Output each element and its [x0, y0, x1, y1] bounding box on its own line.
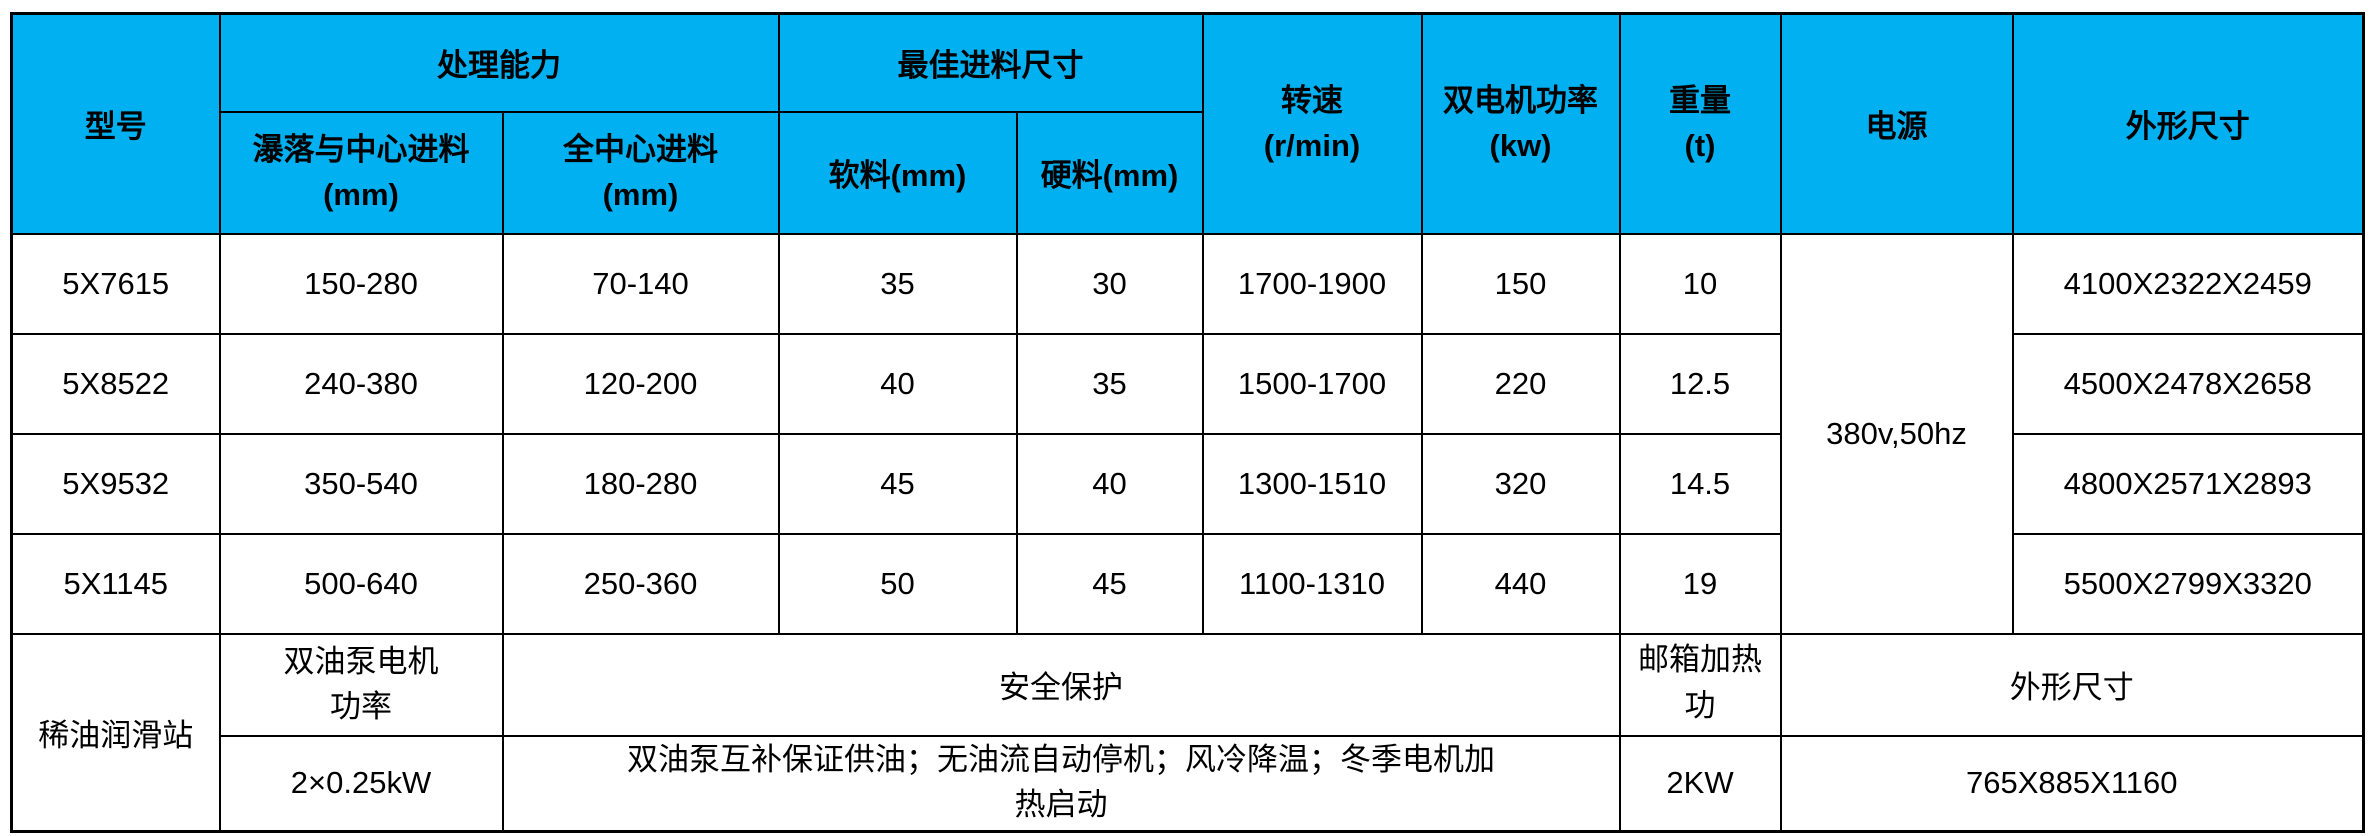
table-row: 5X7615 150-280 70-140 35 30 1700-1900 15…	[10, 232, 2365, 635]
cell-speed: 1300-1510	[1201, 432, 1423, 535]
cell-weight: 12.5	[1618, 332, 1782, 435]
cell-motor-power: 320	[1420, 432, 1621, 535]
cell-speed: 1500-1700	[1201, 332, 1423, 435]
header-dimensions: 外形尺寸	[2011, 12, 2365, 235]
cell-capacity-waterfall: 150-280	[218, 232, 504, 335]
cell-motor-power: 440	[1420, 532, 1621, 635]
cell-weight: 14.5	[1618, 432, 1782, 535]
cell-safety-label: 安全保护	[501, 632, 1621, 737]
cell-soft-feed: 45	[777, 432, 1018, 535]
cell-speed: 1100-1310	[1201, 532, 1423, 635]
cell-dimensions: 4800X2571X2893	[2011, 432, 2365, 535]
cell-capacity-waterfall: 350-540	[218, 432, 504, 535]
cell-hard-feed: 45	[1015, 532, 1204, 635]
cell-power-supply: 380v,50hz	[1779, 232, 2014, 635]
cell-dimensions: 4100X2322X2459	[2011, 232, 2365, 335]
cell-capacity-center: 250-360	[501, 532, 780, 635]
cell-model: 5X1145	[10, 532, 221, 635]
cell-model: 5X9532	[10, 432, 221, 535]
cell-soft-feed: 50	[777, 532, 1018, 635]
heater-label-text: 邮箱加热 功 率	[1638, 642, 1762, 723]
header-power-supply: 电源	[1779, 12, 2014, 235]
spec-table: 型号 处理能力 最佳进料尺寸 转速 (r/min) 双电机功率 (kw) 重量 …	[10, 12, 2365, 833]
cell-capacity-center: 180-280	[501, 432, 780, 535]
table-row: 5X9532 350-540 180-280 45 40 1300-1510 3…	[10, 432, 2365, 535]
cell-lube-station: 稀油润滑站	[10, 632, 221, 833]
header-capacity-sub2: 全中心进料 (mm)	[501, 110, 780, 235]
cell-speed: 1700-1900	[1201, 232, 1423, 335]
cell-capacity-waterfall: 500-640	[218, 532, 504, 635]
cell-pump-label: 双油泵电机 功率	[218, 632, 504, 737]
cell-capacity-center: 120-200	[501, 332, 780, 435]
cell-hard-feed: 35	[1015, 332, 1204, 435]
cell-dimensions: 5500X2799X3320	[2011, 532, 2365, 635]
footer-row-values: 2×0.25kW 双油泵互补保证供油；无油流自动停机；风冷降温；冬季电机加 热启…	[12, 734, 2365, 833]
header-feed-group: 最佳进料尺寸	[777, 12, 1204, 113]
cell-safety-value: 双油泵互补保证供油；无油流自动停机；风冷降温；冬季电机加 热启动	[501, 734, 1621, 833]
cell-weight: 19	[1618, 532, 1782, 635]
cell-footer-dim-label: 外形尺寸	[1779, 632, 2365, 737]
cell-soft-feed: 35	[777, 232, 1018, 335]
cell-model: 5X7615	[10, 232, 221, 335]
header-sub-row: 瀑落与中心进料 (mm) 全中心进料 (mm) 软料(mm) 硬料(mm)	[12, 110, 2364, 235]
table-row: 5X8522 240-380 120-200 40 35 1500-1700 2…	[10, 332, 2365, 435]
cell-motor-power: 220	[1420, 332, 1621, 435]
header-motor-power: 双电机功率 (kw)	[1420, 12, 1621, 235]
cell-soft-feed: 40	[777, 332, 1018, 435]
cell-model: 5X8522	[10, 332, 221, 435]
header-capacity-group: 处理能力	[218, 12, 780, 113]
cell-hard-feed: 30	[1015, 232, 1204, 335]
header-feed-sub2: 硬料(mm)	[1015, 110, 1204, 235]
table-row: 5X1145 500-640 250-360 50 45 1100-1310 4…	[10, 532, 2365, 635]
cell-hard-feed: 40	[1015, 432, 1204, 535]
header-weight: 重量 (t)	[1618, 12, 1782, 235]
cell-footer-dim-value: 765X885X1160	[1779, 734, 2365, 833]
cell-capacity-waterfall: 240-380	[218, 332, 504, 435]
cell-heater-label: 邮箱加热 功 率	[1618, 632, 1782, 737]
cell-pump-value: 2×0.25kW	[218, 734, 504, 833]
cell-heater-value: 2KW	[1618, 734, 1782, 833]
header-speed: 转速 (r/min)	[1201, 12, 1423, 235]
cell-weight: 10	[1618, 232, 1782, 335]
header-feed-sub1: 软料(mm)	[777, 110, 1018, 235]
cell-capacity-center: 70-140	[501, 232, 780, 335]
cell-motor-power: 150	[1420, 232, 1621, 335]
header-model: 型号	[10, 12, 221, 235]
header-group-row: 型号 处理能力 最佳进料尺寸 转速 (r/min) 双电机功率 (kw) 重量 …	[10, 12, 2365, 235]
footer-row-labels: 稀油润滑站 双油泵电机 功率 安全保护 邮箱加热 功 率 外形尺寸	[10, 632, 2365, 833]
header-capacity-sub1: 瀑落与中心进料 (mm)	[218, 110, 504, 235]
cell-dimensions: 4500X2478X2658	[2011, 332, 2365, 435]
